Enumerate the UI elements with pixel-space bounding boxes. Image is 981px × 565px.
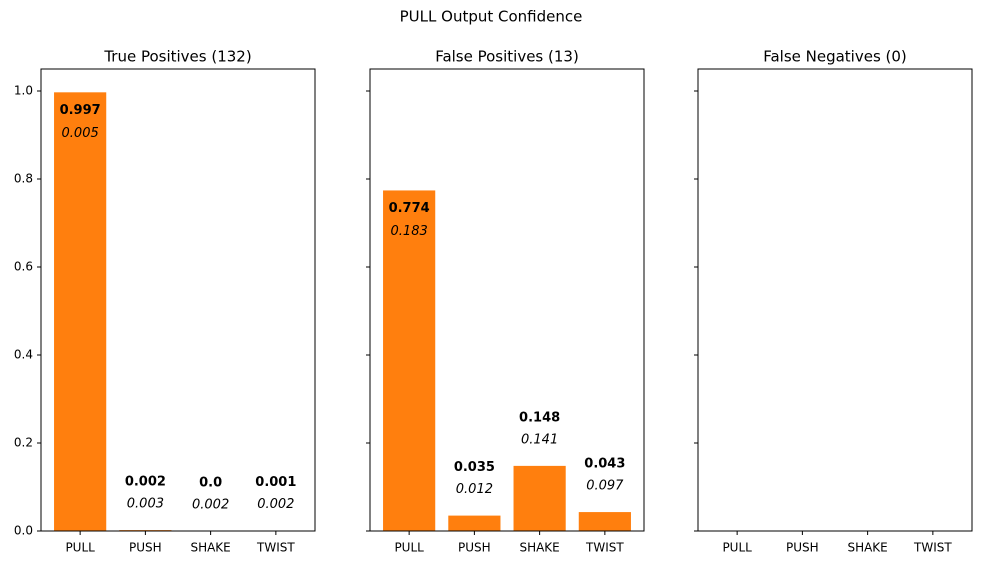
x-tick-label: TWIST [256, 541, 295, 555]
y-tick-label: 0.8 [14, 172, 33, 186]
x-tick-label: TWIST [585, 541, 624, 555]
x-tick-label: SHAKE [519, 541, 559, 555]
x-tick-label: PULL [722, 541, 752, 555]
subplot-title: False Negatives (0) [763, 48, 907, 66]
secondary-label: 0.005 [62, 126, 99, 141]
x-tick-label: PULL [394, 541, 424, 555]
x-tick-label: SHAKE [847, 541, 887, 555]
secondary-label: 0.002 [257, 497, 294, 512]
secondary-label: 0.141 [521, 432, 558, 447]
y-tick-label: 1.0 [14, 84, 33, 98]
y-tick-label: 0.0 [14, 524, 33, 538]
value-label: 0.002 [125, 475, 166, 490]
value-label: 0.043 [584, 457, 625, 472]
y-tick-label: 0.6 [14, 260, 33, 274]
bar [54, 92, 107, 531]
x-tick-label: PUSH [786, 541, 819, 555]
secondary-label: 0.012 [456, 482, 493, 497]
subplot-title: True Positives (132) [103, 48, 251, 66]
secondary-label: 0.002 [192, 498, 229, 513]
bar [448, 515, 501, 531]
x-tick-label: SHAKE [190, 541, 230, 555]
axes-frame [369, 68, 645, 532]
x-tick-label: PULL [65, 541, 95, 555]
x-tick-label: PUSH [129, 541, 162, 555]
axes-frame [697, 68, 973, 532]
x-tick-label: PUSH [458, 541, 491, 555]
axes-frame [40, 68, 316, 532]
value-label: 0.997 [60, 103, 101, 118]
secondary-label: 0.097 [586, 479, 624, 494]
bar [383, 190, 436, 531]
bar [513, 465, 566, 531]
bar [578, 512, 631, 531]
value-label: 0.774 [389, 201, 430, 216]
value-label: 0.035 [454, 460, 495, 475]
value-label: 0.148 [519, 410, 560, 425]
x-tick-label: TWIST [913, 541, 952, 555]
secondary-label: 0.003 [127, 497, 164, 512]
figure-title: PULL Output Confidence [400, 8, 583, 26]
value-label: 0.0 [199, 476, 222, 491]
value-label: 0.001 [255, 475, 296, 490]
secondary-label: 0.183 [391, 224, 428, 239]
y-tick-label: 0.2 [14, 436, 33, 450]
subplot-title: False Positives (13) [435, 48, 579, 66]
y-tick-label: 0.4 [14, 348, 33, 362]
